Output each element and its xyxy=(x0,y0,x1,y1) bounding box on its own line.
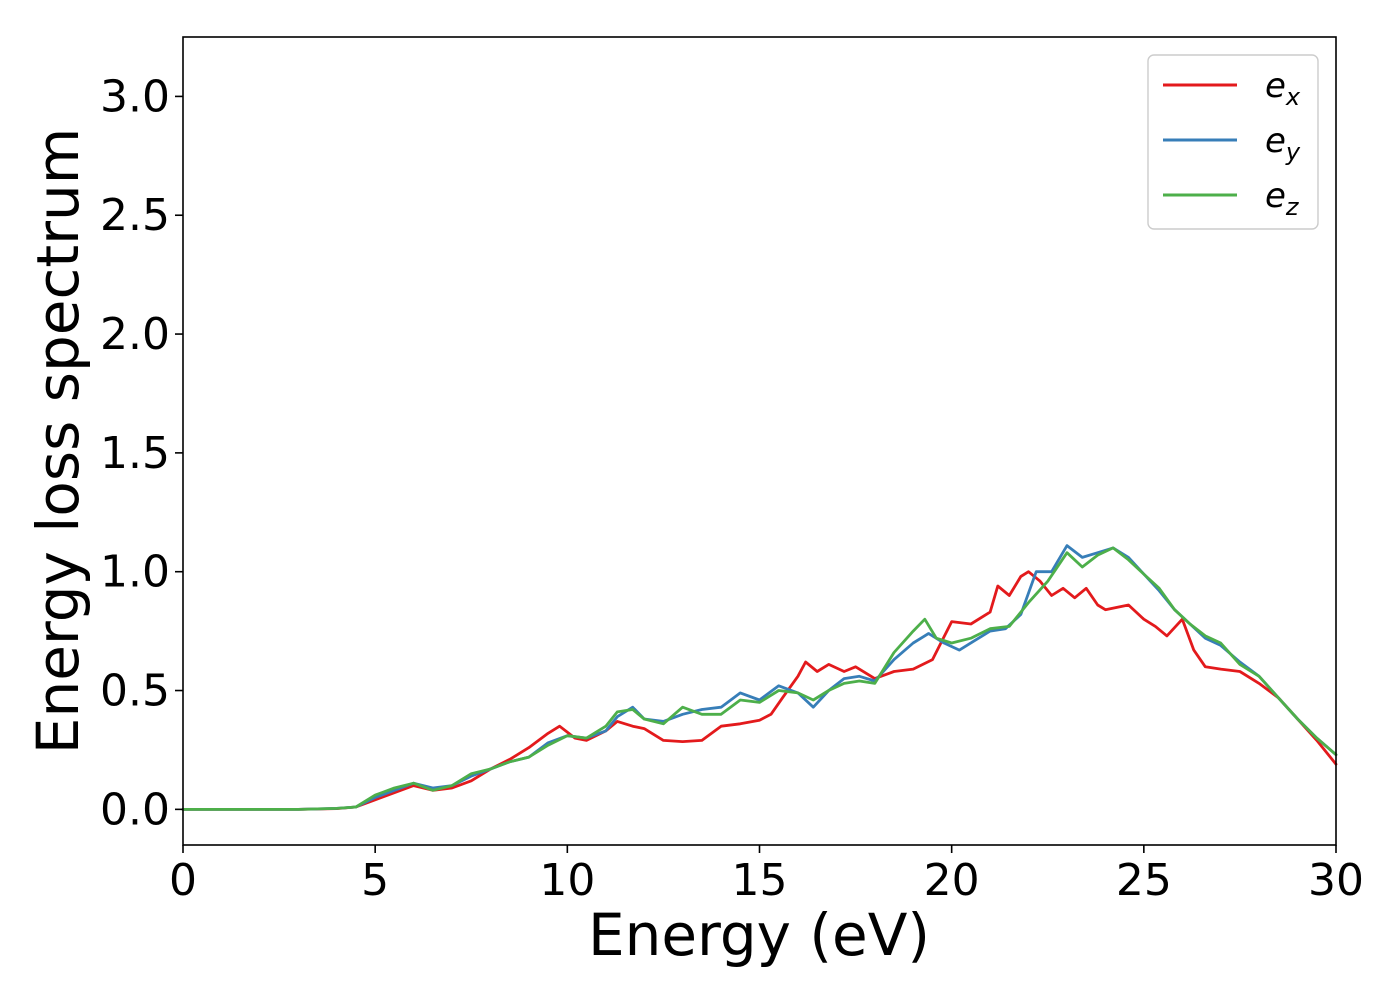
legend: ex ey ez xyxy=(1147,54,1319,230)
x-tick-label: 0 xyxy=(169,855,197,906)
y-tick-label: 0.5 xyxy=(100,666,170,717)
x-tick-label: 20 xyxy=(924,855,980,906)
legend-label-x: ex xyxy=(1265,66,1301,111)
x-axis-ticks: 0 5 10 15 20 25 30 xyxy=(169,845,1364,906)
x-axis-label: Energy (eV) xyxy=(588,901,930,969)
legend-label-z: ez xyxy=(1265,176,1300,221)
y-tick-label: 0.0 xyxy=(100,784,170,835)
y-tick-label: 1.5 xyxy=(100,428,170,479)
x-tick-label: 30 xyxy=(1308,855,1364,906)
legend-label-y: ey xyxy=(1265,121,1301,166)
series-line-z xyxy=(181,546,1338,811)
y-tick-label: 1.0 xyxy=(100,547,170,598)
legend-box xyxy=(1147,54,1319,230)
x-tick-label: 10 xyxy=(539,855,595,906)
plot-lines xyxy=(181,544,1338,811)
x-tick-label: 25 xyxy=(1116,855,1172,906)
y-tick-label: 2.0 xyxy=(100,309,170,360)
x-tick-label: 5 xyxy=(361,855,389,906)
y-axis-label: Energy loss spectrum xyxy=(24,128,92,754)
y-tick-label: 2.5 xyxy=(100,190,170,241)
x-tick-label: 15 xyxy=(732,855,788,906)
y-axis-ticks: 0.0 0.5 1.0 1.5 2.0 2.5 3.0 xyxy=(100,71,183,835)
y-tick-label: 3.0 xyxy=(100,71,170,122)
series-line-y xyxy=(181,544,1338,811)
series-line-x xyxy=(181,570,1338,811)
